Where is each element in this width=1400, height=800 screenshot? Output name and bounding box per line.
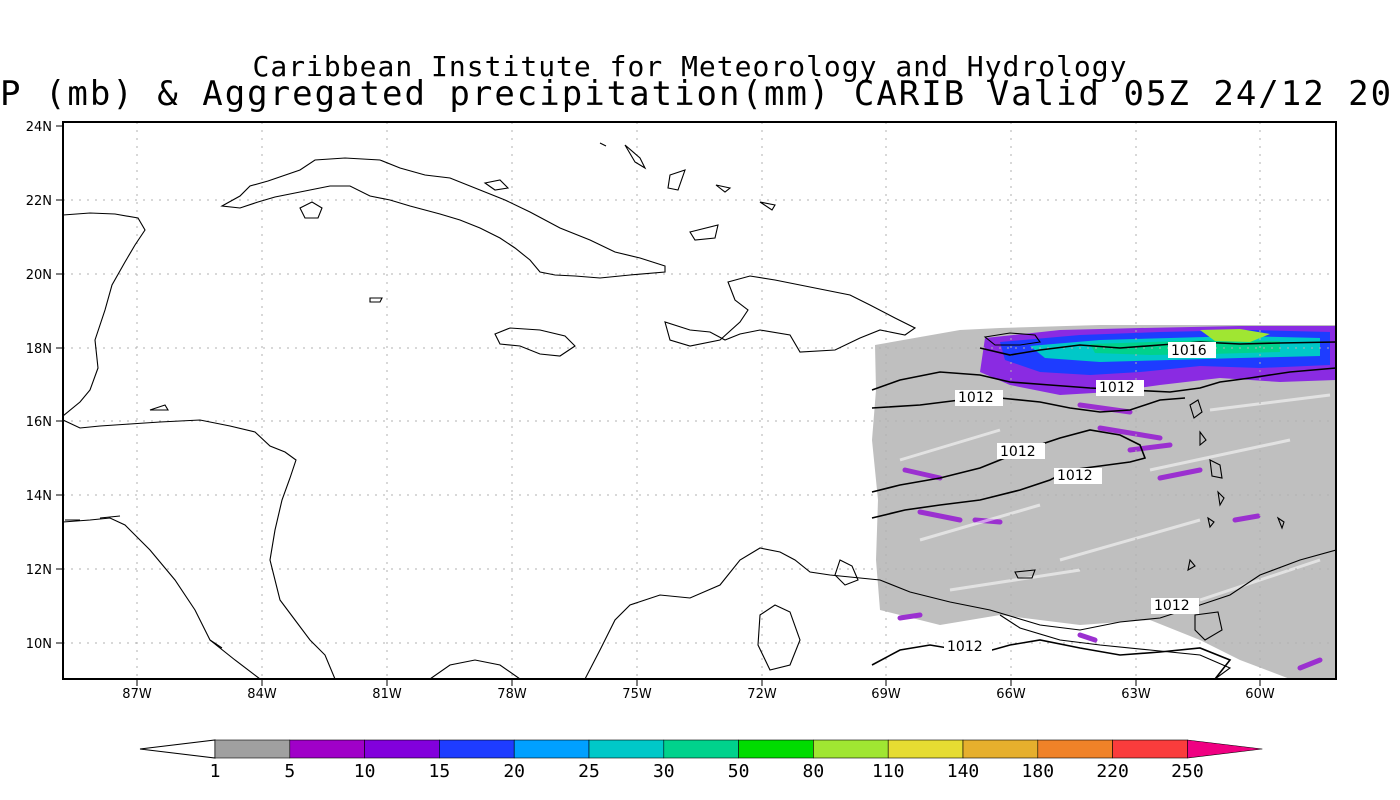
colorbar-label: 15 <box>429 761 451 782</box>
lat-tick-label: 10N <box>26 637 52 652</box>
lon-tick-label: 69W <box>871 687 901 702</box>
lon-tick-label: 72W <box>747 687 777 702</box>
puerto-rico-coastline <box>983 332 1041 346</box>
lon-tick-label: 87W <box>122 687 152 702</box>
latitude-axis: 24N 22N 20N 18N 16N 14N 12N 10N <box>26 120 63 652</box>
colorbar-label: 10 <box>354 761 376 782</box>
colorbar-box <box>663 739 739 759</box>
colorbar-box <box>813 739 889 759</box>
colorbar-box <box>962 739 1039 759</box>
lat-tick-label: 18N <box>26 342 52 357</box>
isobar-1012-mid-a <box>871 397 1186 413</box>
jamaica-coastline <box>494 327 576 357</box>
cuba-coastline <box>220 157 666 279</box>
chart-title: Caribbean Institute for Meteorology and … <box>252 50 1128 83</box>
contour-label: 1012 <box>1057 468 1093 484</box>
isobar-1012-mid-b <box>871 429 1147 519</box>
graticule <box>63 122 1336 679</box>
colorbar-box <box>1112 739 1188 759</box>
isobar-1016 <box>979 341 1336 356</box>
colorbar-box <box>588 739 665 759</box>
contour-label: 1012 <box>958 390 994 406</box>
colorbar-box <box>513 739 590 759</box>
pacific-coastline <box>63 517 261 679</box>
lon-tick-label: 60W <box>1245 687 1275 702</box>
contour-label: 1016 <box>1171 343 1207 359</box>
contour-label: 1012 <box>1099 380 1135 396</box>
colorbar-label: 250 <box>1171 761 1204 782</box>
isobar-1012-south <box>871 639 1232 679</box>
trinidad-coastline <box>1194 611 1223 641</box>
colorbar-box <box>364 739 440 759</box>
colorbar-label: 80 <box>803 761 825 782</box>
lon-tick-label: 81W <box>372 687 402 702</box>
bahamas-coastline <box>369 142 776 303</box>
lon-tick-label: 78W <box>497 687 527 702</box>
longitude-axis: 87W 84W 81W 78W 75W 72W 69W 66W 63W 60W <box>122 679 1275 702</box>
precip-light-area <box>872 325 1336 679</box>
precip-purple-streaks <box>897 402 1323 671</box>
yucatan-coastline <box>63 212 146 417</box>
central-america-coastline <box>63 419 336 679</box>
colorbar-label: 110 <box>872 761 905 782</box>
lat-tick-label: 20N <box>26 268 52 283</box>
colorbar-right-arrow <box>1187 739 1263 759</box>
paraguana-coastline <box>834 559 859 586</box>
colorbar-label: 140 <box>947 761 980 782</box>
colorbar-label: 1 <box>210 761 221 782</box>
contour-label: 1012 <box>1000 444 1036 460</box>
precipitation-field <box>872 325 1336 679</box>
colorbar-label: 220 <box>1096 761 1129 782</box>
lon-tick-label: 75W <box>622 687 652 702</box>
colorbar-box <box>738 739 814 759</box>
contour-label-group: 1016 1012 1012 1012 1012 1012 1012 <box>944 342 1216 655</box>
colorbar-box <box>439 739 515 759</box>
colorbar-label: 50 <box>728 761 750 782</box>
plot-frame <box>62 121 1337 680</box>
precip-yellowgreen-core <box>1200 329 1270 342</box>
lon-tick-label: 63W <box>1121 687 1151 702</box>
colorbar-label: 180 <box>1022 761 1055 782</box>
hispaniola-coastline <box>664 275 917 353</box>
lat-tick-label: 14N <box>26 489 52 504</box>
colorbar-box <box>214 739 291 759</box>
colombia-coastline <box>429 659 521 679</box>
maracaibo-coastline <box>757 604 801 671</box>
colorbar-label: 5 <box>284 761 295 782</box>
contour-label: 1012 <box>1154 598 1190 614</box>
colorbar-label: 25 <box>578 761 600 782</box>
lat-tick-label: 22N <box>26 194 52 209</box>
lon-tick-label: 84W <box>247 687 277 702</box>
isla-juventud-coastline <box>299 201 323 219</box>
colorbar-label: 20 <box>503 761 525 782</box>
colorbar-box <box>1037 739 1113 759</box>
honduras-islands-coastline <box>65 404 223 649</box>
lesser-antilles-coastline <box>1014 399 1285 579</box>
colorbar-box <box>289 739 365 759</box>
chart-subtitle: P (mb) & Aggregated precipitation(mm) CA… <box>0 74 1394 114</box>
coastlines <box>63 142 1336 679</box>
colorbar-left-arrow <box>139 739 216 759</box>
lat-tick-label: 24N <box>26 120 52 135</box>
colorbar-box <box>887 739 964 759</box>
lon-tick-label: 66W <box>996 687 1026 702</box>
contour-label: 1012 <box>947 639 983 655</box>
colorbar-label: 30 <box>653 761 675 782</box>
lat-tick-label: 12N <box>26 563 52 578</box>
lat-tick-label: 16N <box>26 415 52 430</box>
colorbar: 1 5 10 15 20 25 30 50 80 110 140 180 220 250 <box>139 739 1263 782</box>
